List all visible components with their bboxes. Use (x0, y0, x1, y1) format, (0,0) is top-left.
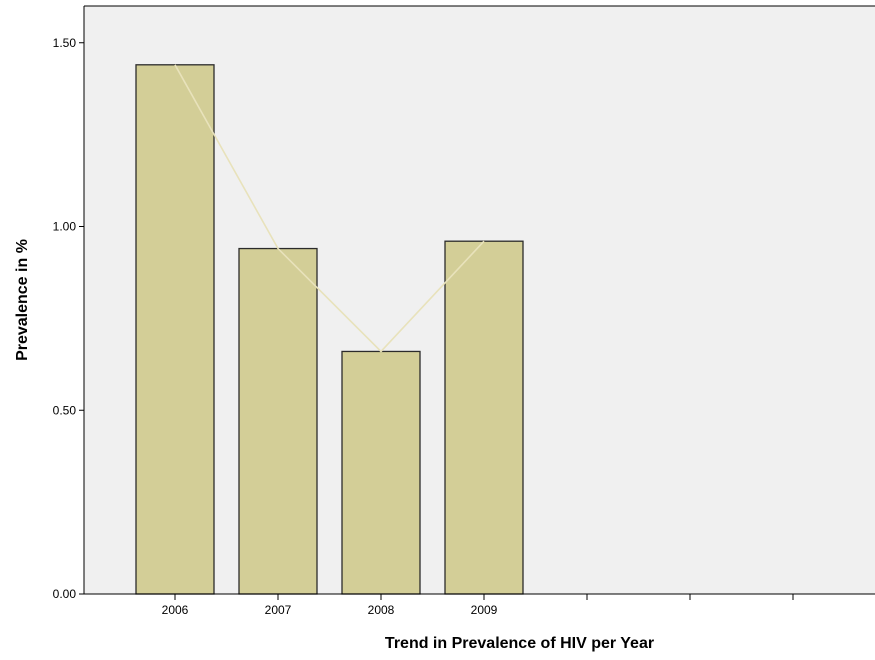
bar-2006 (135, 64, 215, 595)
x-axis-title: Trend in Prevalence of HIV per Year (385, 635, 654, 652)
y-tick-label: 0.00 (53, 587, 77, 601)
x-tick-label: 2007 (265, 603, 292, 617)
bars-layer (135, 64, 524, 595)
bar-2007 (238, 247, 318, 595)
x-tick-label: 2006 (162, 603, 189, 617)
y-tick-label: 0.50 (53, 403, 77, 417)
y-tick-label: 1.00 (53, 220, 77, 234)
bar-2009 (444, 240, 524, 595)
x-tick-label: 2008 (368, 603, 395, 617)
trend-line (174, 64, 485, 353)
y-tick-label: 1.50 (53, 36, 77, 50)
axes-layer: 0.00 0.50 1.00 1.50 2006 2007 2008 2009 (53, 5, 875, 617)
x-tick-label: 2009 (471, 603, 498, 617)
bar-2008 (341, 350, 421, 595)
trend-line-layer (174, 64, 485, 353)
y-axis-title: Prevalence in % (14, 239, 31, 361)
